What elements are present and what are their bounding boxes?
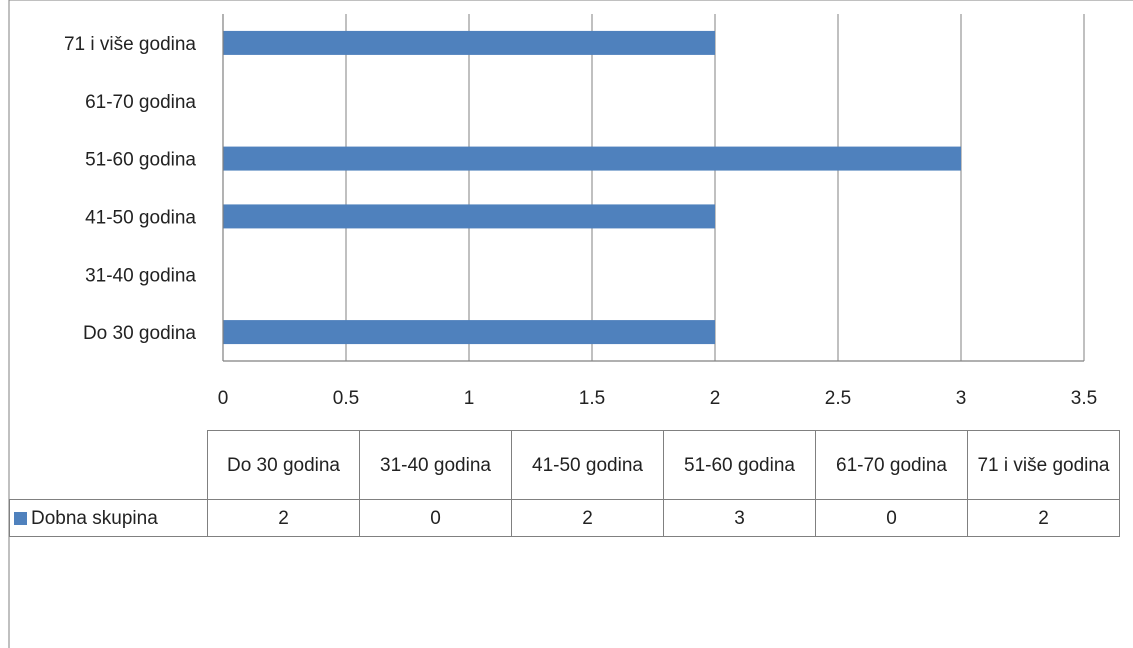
x-tick-label: 1 bbox=[464, 388, 475, 409]
x-axis-tick-labels: 0 0.5 1 1.5 2 2.5 3 3.5 bbox=[218, 388, 1098, 409]
data-table: Do 30 godina 31-40 godina 41-50 godina 5… bbox=[9, 430, 1120, 537]
table-header-cell: 71 i više godina bbox=[967, 430, 1120, 500]
table-header-cell: 41-50 godina bbox=[511, 430, 664, 500]
series-name-label: Dobna skupina bbox=[31, 507, 158, 529]
table-header-row: Do 30 godina 31-40 godina 41-50 godina 5… bbox=[9, 430, 1120, 500]
table-value-cell: 2 bbox=[207, 499, 360, 537]
x-tick-label: 3.5 bbox=[1071, 388, 1097, 409]
series-name-cell: Dobna skupina bbox=[9, 499, 208, 537]
table-value-cell: 2 bbox=[511, 499, 664, 537]
category-label: 71 i više godina bbox=[64, 34, 196, 55]
category-label: 51-60 godina bbox=[85, 150, 196, 171]
table-value-cell: 0 bbox=[359, 499, 512, 537]
x-tick-label: 3 bbox=[956, 388, 967, 409]
table-header-cell: Do 30 godina bbox=[207, 430, 360, 500]
legend-key-icon bbox=[14, 511, 27, 525]
bar bbox=[223, 320, 715, 345]
table-value-cell: 0 bbox=[815, 499, 968, 537]
bar bbox=[223, 204, 715, 229]
x-tick-label: 1.5 bbox=[579, 388, 605, 409]
category-labels: Do 30 godina 31-40 godina 41-50 godina 51-6… bbox=[64, 34, 196, 344]
bar bbox=[223, 30, 715, 55]
bar bbox=[223, 146, 961, 171]
x-tick-label: 0.5 bbox=[333, 388, 359, 409]
table-value-cell: 2 bbox=[967, 499, 1120, 537]
x-tick-label: 2 bbox=[710, 388, 721, 409]
gridlines bbox=[345, 14, 1085, 361]
x-tick-label: 0 bbox=[218, 388, 229, 409]
category-label: Do 30 godina bbox=[83, 323, 196, 344]
bars bbox=[223, 30, 961, 345]
table-corner-cell bbox=[9, 430, 208, 500]
table-header-cell: 61-70 godina bbox=[815, 430, 968, 500]
table-value-cell: 3 bbox=[663, 499, 816, 537]
category-label: 61-70 godina bbox=[85, 92, 196, 113]
table-header-cell: 31-40 godina bbox=[359, 430, 512, 500]
category-label: 41-50 godina bbox=[85, 207, 196, 228]
x-tick-label: 2.5 bbox=[825, 388, 851, 409]
table-header-cell: 51-60 godina bbox=[663, 430, 816, 500]
table-row: Dobna skupina 2 0 2 3 0 2 bbox=[9, 499, 1120, 537]
category-label: 31-40 godina bbox=[85, 265, 196, 286]
